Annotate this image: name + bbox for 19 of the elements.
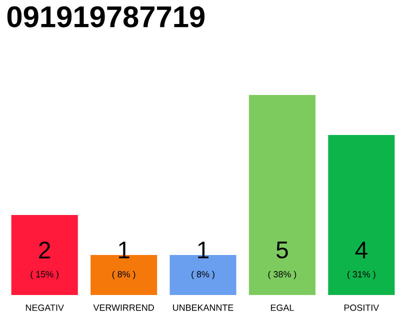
data-label: 2 — [39, 242, 50, 258]
x-tick-label: NEGATIV — [26, 304, 64, 311]
chart-title: 091919787719 — [7, 6, 205, 28]
data-label: 1 — [198, 242, 208, 258]
x-tick-label: POSITIV — [344, 304, 380, 311]
data-label: 4 — [355, 242, 368, 258]
bar — [248, 95, 316, 295]
bar — [328, 135, 395, 295]
data-label: 5 — [276, 242, 288, 258]
x-tick-label: UNBEKANNTE — [173, 304, 234, 311]
annotation: ( 31% ) — [348, 270, 376, 280]
annotation: ( 8% ) — [192, 270, 214, 280]
annotation: ( 15% ) — [30, 270, 58, 280]
annotation: ( 8% ) — [112, 270, 136, 280]
x-tick-label: VERWIRREND — [93, 304, 154, 311]
annotation: ( 38% ) — [268, 270, 296, 280]
bar — [11, 215, 78, 295]
x-tick-label: EGAL — [270, 304, 294, 311]
data-label: 1 — [118, 242, 130, 258]
